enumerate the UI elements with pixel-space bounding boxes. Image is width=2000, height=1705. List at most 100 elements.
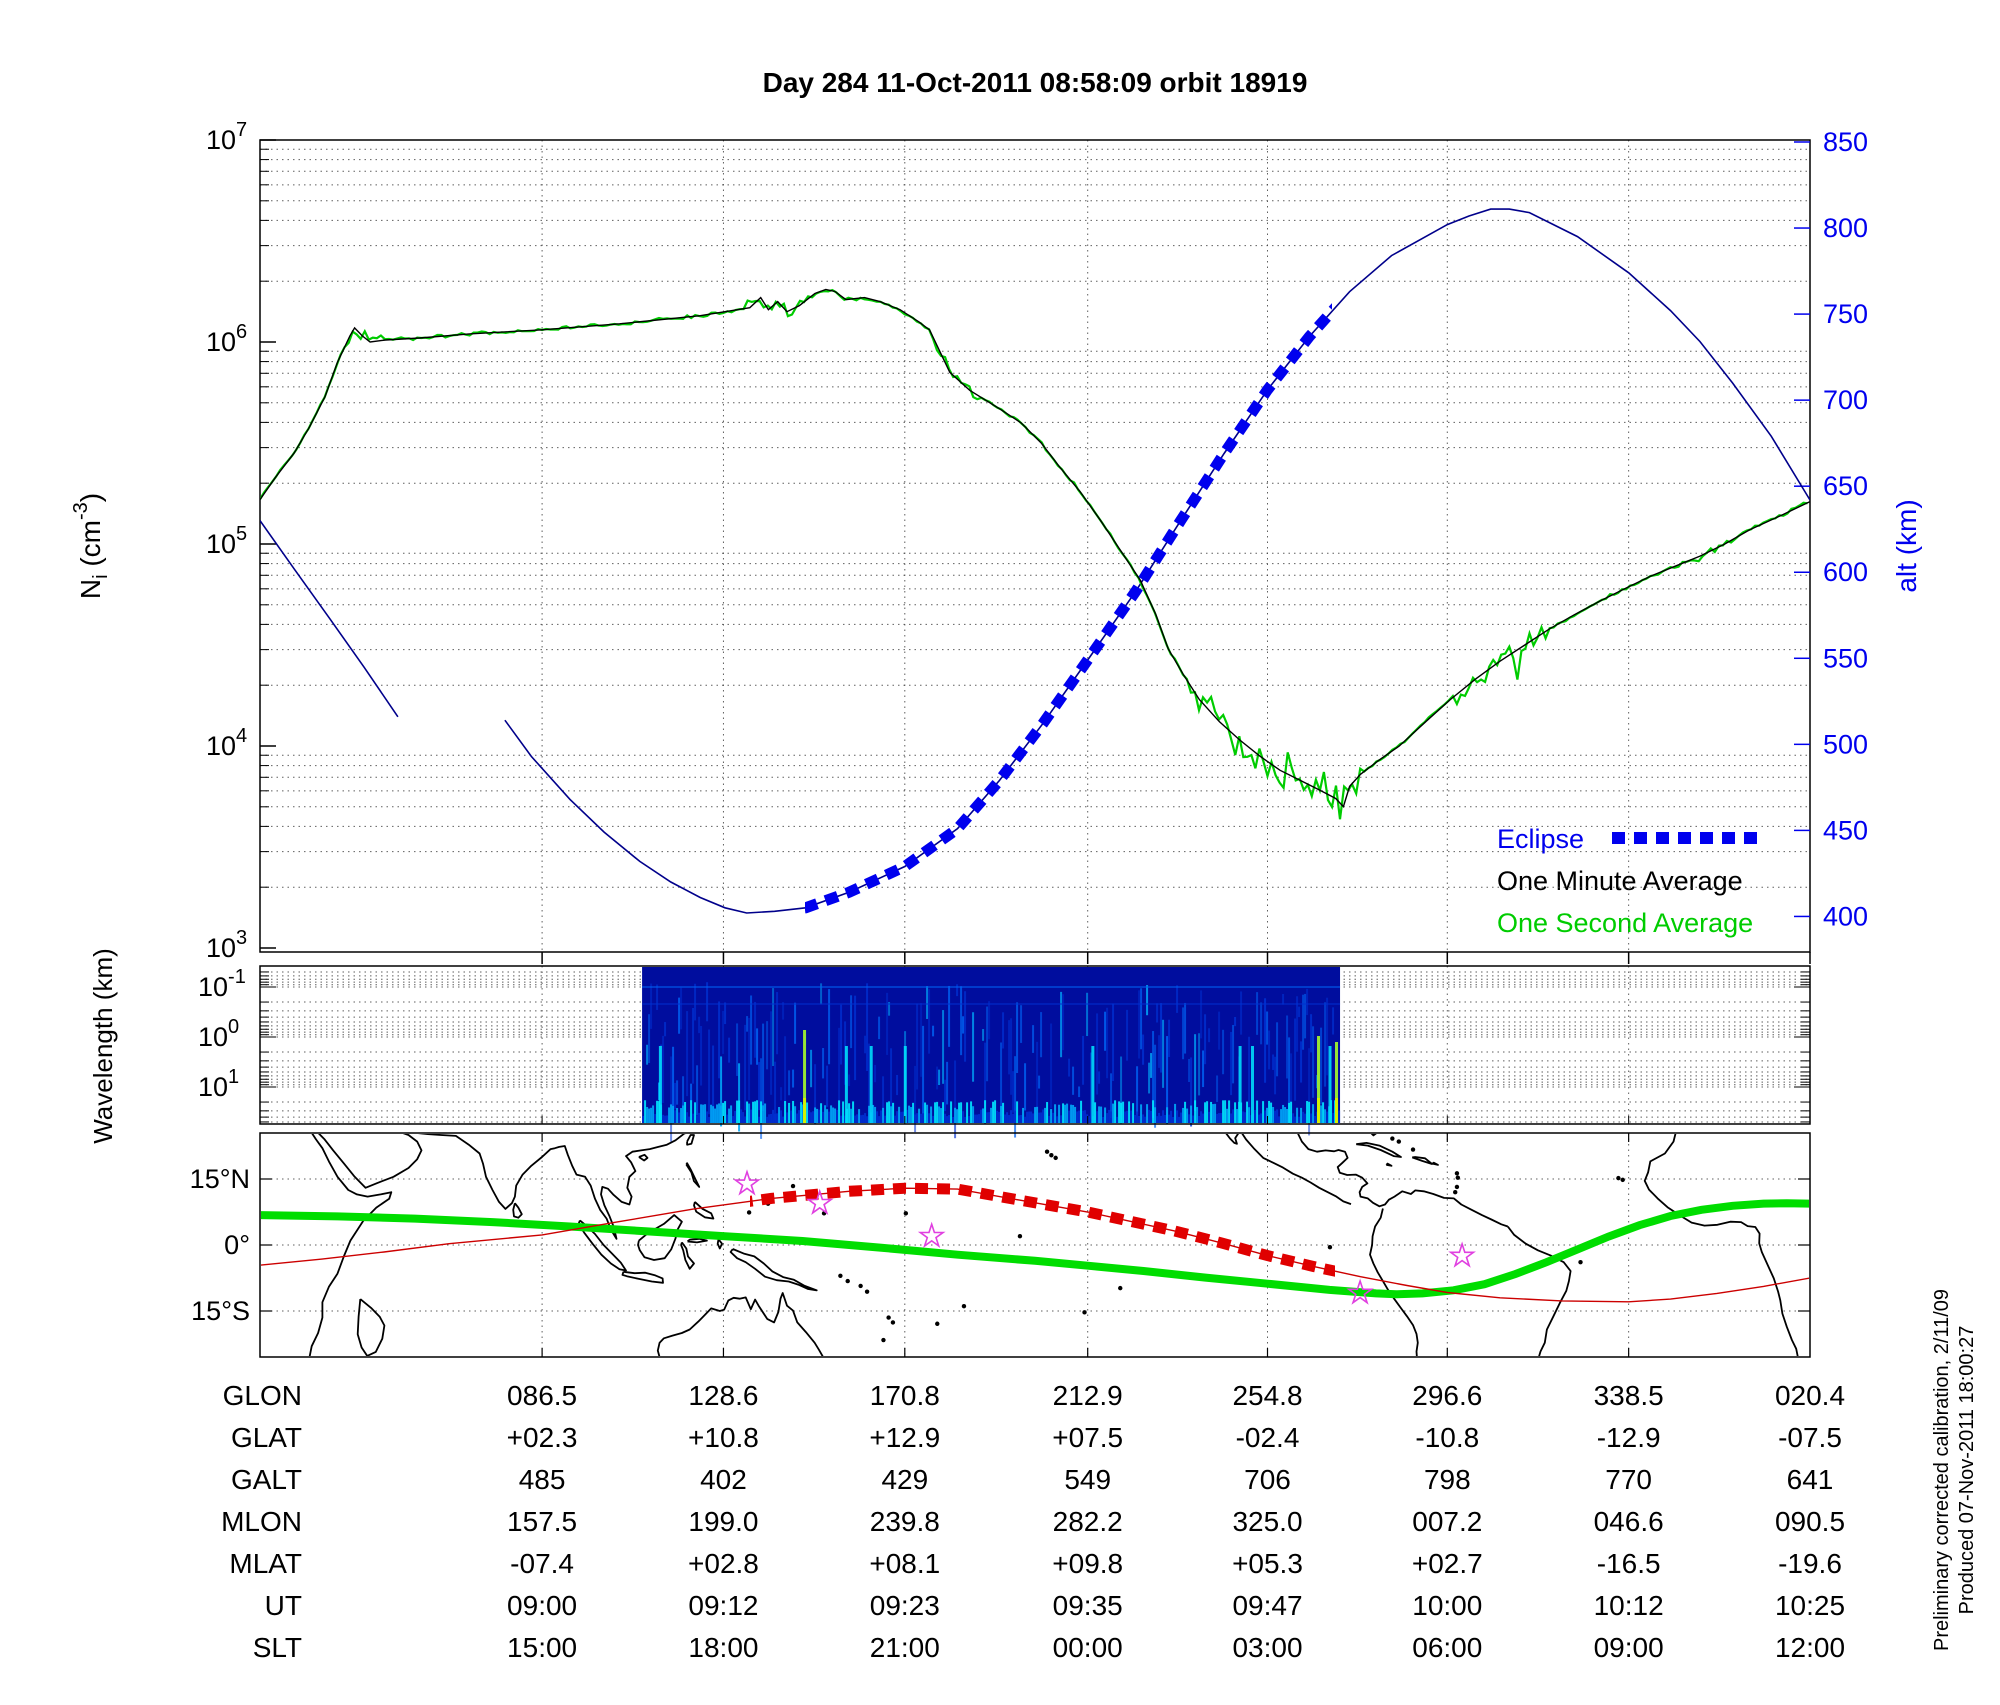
coastline xyxy=(318,1134,423,1189)
spectro-bottom-band xyxy=(854,1115,857,1123)
spectro-bottom-band xyxy=(860,1115,863,1123)
spectro-bottom-band xyxy=(922,1113,925,1123)
spectro-streak xyxy=(1294,1018,1297,1101)
spectro-bottom-band xyxy=(706,1111,709,1123)
table-cell: 09:35 xyxy=(1053,1590,1123,1621)
spectro-bottom-band xyxy=(960,1102,963,1123)
spectro-bottom-band xyxy=(856,1114,859,1123)
spectro-bottom-band xyxy=(878,1116,881,1123)
spectro-streak xyxy=(942,1010,945,1084)
spectro-bottom-band xyxy=(1118,1101,1121,1123)
spectro-streak xyxy=(1302,994,1305,1050)
spectro-streak xyxy=(1024,1063,1027,1111)
spectro-bottom-band xyxy=(1088,1116,1091,1123)
spectro-streak xyxy=(748,1017,751,1101)
spectro-bottom-band xyxy=(916,1113,919,1123)
spectro-streak xyxy=(650,983,653,1029)
spectro-streak xyxy=(946,1061,949,1105)
spectro-bottom-band xyxy=(1234,1102,1237,1123)
table-cell: 10:12 xyxy=(1594,1590,1664,1621)
spectro-bottom-band xyxy=(726,1114,729,1123)
spectro-streak xyxy=(1038,1075,1041,1089)
spectro-bottom-band xyxy=(1288,1102,1291,1123)
spectro-bottom-band xyxy=(734,1110,737,1123)
table-cell: 007.2 xyxy=(1412,1506,1482,1537)
alt-tick-label: 650 xyxy=(1823,471,1868,501)
table-cell: -16.5 xyxy=(1597,1548,1661,1579)
table-cell: 170.8 xyxy=(870,1380,940,1411)
spectro-bottom-band xyxy=(732,1116,735,1123)
spectro-streak xyxy=(782,1002,785,1020)
table-cell: 706 xyxy=(1244,1464,1291,1495)
spectrogram-background xyxy=(642,967,1341,1123)
spectro-streak xyxy=(1166,1036,1169,1125)
table-cell: 06:00 xyxy=(1412,1632,1482,1663)
spectro-bottom-band xyxy=(680,1108,683,1123)
spectro-bottom-band xyxy=(1298,1116,1301,1123)
spectro-bottom-band xyxy=(778,1107,781,1123)
spectro-bottom-band xyxy=(740,1109,743,1123)
alt-tick-label: 800 xyxy=(1823,213,1868,243)
spectro-bottom-band xyxy=(1226,1108,1229,1123)
spectro-streak xyxy=(672,1046,675,1124)
spectro-bottom-band xyxy=(1026,1111,1029,1123)
spectro-bottom-band xyxy=(898,1106,901,1123)
spectro-bottom-band xyxy=(908,1105,911,1123)
spectro-bottom-band xyxy=(786,1112,789,1123)
coastline xyxy=(1225,1134,1239,1145)
spectro-bottom-band xyxy=(1102,1116,1105,1123)
spectro-bottom-band xyxy=(1212,1104,1215,1123)
island-dot xyxy=(1049,1153,1054,1158)
spectro-bottom-band xyxy=(1242,1111,1245,1123)
island-dot xyxy=(961,1303,967,1309)
spectro-bottom-band xyxy=(674,1110,677,1123)
spectro-streak xyxy=(1104,1011,1107,1051)
spectro-streak xyxy=(1086,992,1089,1037)
spectro-bottom-band xyxy=(1230,1113,1233,1123)
spectro-bottom-band xyxy=(1296,1107,1299,1123)
coastline xyxy=(621,1270,664,1284)
spectro-streak xyxy=(1148,1062,1151,1094)
spectro-bottom-band xyxy=(762,1105,765,1123)
spectro-bottom-band xyxy=(1338,1110,1341,1123)
spectro-streak xyxy=(1234,1016,1237,1027)
spectro-streak xyxy=(794,1002,797,1044)
spectro-bottom-band xyxy=(1214,1103,1217,1123)
spectro-streak xyxy=(838,1027,841,1111)
spectro-bottom-band xyxy=(646,1106,649,1123)
coastline xyxy=(1411,1156,1433,1165)
spectro-bottom-band xyxy=(1170,1110,1173,1123)
table-cell: 429 xyxy=(881,1464,928,1495)
spectro-bottom-band xyxy=(978,1114,981,1123)
table-cell: +07.5 xyxy=(1052,1422,1123,1453)
island-dot xyxy=(838,1273,843,1279)
spectro-bottom-band xyxy=(906,1109,909,1123)
coastline xyxy=(1431,1161,1439,1166)
spectro-bottom-band xyxy=(748,1103,751,1123)
spectro-bottom-band xyxy=(954,1107,957,1123)
spectro-bottom-band xyxy=(836,1109,839,1123)
spectro-streak xyxy=(1110,1073,1113,1119)
spectro-bottom-band xyxy=(1236,1109,1239,1123)
spectro-streak xyxy=(984,1042,987,1124)
spectro-bottom-band xyxy=(1192,1115,1195,1123)
spectro-streak xyxy=(988,1001,991,1040)
table-cell: 199.0 xyxy=(688,1506,758,1537)
spectro-streak xyxy=(766,1021,769,1070)
spectro-bottom-band xyxy=(1284,1107,1287,1123)
spectro-streak xyxy=(938,1069,941,1086)
spectro-bottom-band xyxy=(1146,1104,1149,1123)
table-cell: 128.6 xyxy=(688,1380,758,1411)
spectro-bottom-band xyxy=(754,1101,757,1123)
spectro-bottom-band xyxy=(1272,1106,1275,1123)
alt-tick-label: 400 xyxy=(1823,901,1868,931)
spectro-streak xyxy=(1320,1027,1323,1105)
ni-tick-label: 103 xyxy=(206,927,247,963)
spectro-streak xyxy=(1126,1009,1129,1061)
spectro-bottom-band xyxy=(1232,1109,1235,1123)
spectro-streak xyxy=(828,989,831,1065)
spectro-bottom-band xyxy=(956,1109,959,1123)
spectro-streak xyxy=(1272,1054,1275,1070)
spectro-bottom-band xyxy=(776,1113,779,1123)
wavelength-tick-label: 100 xyxy=(198,1016,239,1052)
